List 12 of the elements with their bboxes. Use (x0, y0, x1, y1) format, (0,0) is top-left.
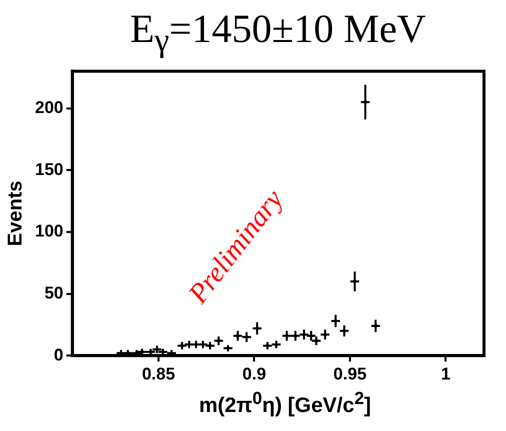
x-tick-label: 0.85 (142, 364, 176, 384)
y-tick-label: 100 (34, 222, 64, 241)
y-tick-label: 50 (44, 283, 64, 302)
y-axis-title: Events (4, 180, 27, 246)
x-tick-label: 0.95 (333, 364, 367, 384)
y-tick-label: 0 (54, 345, 64, 364)
x-tick-label: 0.9 (242, 364, 266, 384)
y-tick-label: 150 (34, 160, 64, 179)
chart-title: E$_{γ}$=1450±10 MeV (129, 5, 427, 59)
y-tick-label: 200 (34, 98, 64, 117)
x-tick-label: 1 (440, 364, 450, 384)
x-axis-title: m(2π$^{0}$η) [GeV/c$^{2}$] (198, 388, 372, 418)
